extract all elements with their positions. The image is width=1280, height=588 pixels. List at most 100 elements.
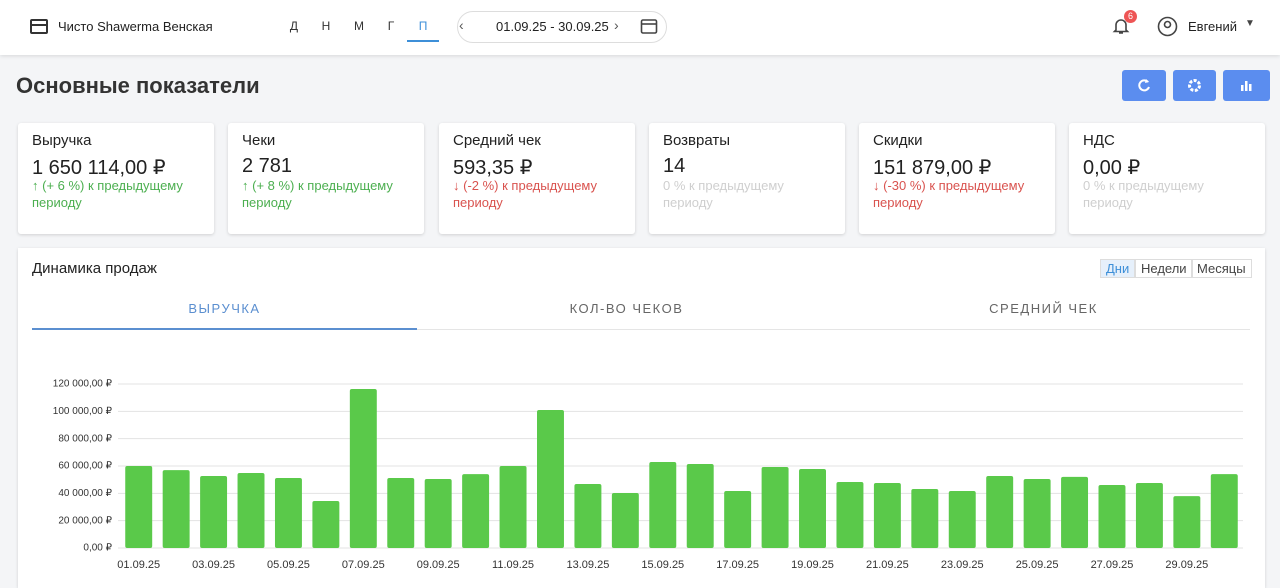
granularity-button[interactable]: Недели (1135, 259, 1193, 278)
refresh-button[interactable] (1122, 70, 1166, 101)
x-tick-label: 19.09.25 (791, 559, 834, 571)
caret[interactable]: ▼ (1245, 18, 1255, 29)
bar (1023, 478, 1051, 548)
bell-icon[interactable] (1112, 17, 1130, 35)
next-arrow[interactable]: › (614, 17, 619, 33)
chart: 0,00 ₽ 20 000,00 ₽ 40 000,00 ₽ 60 000,00 ₽ 8… (53, 379, 1243, 571)
date-picker[interactable] (457, 11, 667, 43)
bar (911, 488, 939, 548)
arrow: ↑ (242, 178, 253, 193)
x-tick-label: 05.09.25 (267, 559, 310, 571)
x-tick-label: 25.09.25 (1016, 559, 1059, 571)
x-tick-label: 27.09.25 (1091, 559, 1134, 571)
y-tick-label: 20 000,00 ₽ (58, 515, 112, 526)
settings-button[interactable] (1173, 70, 1216, 101)
x-tick-label: 21.09.25 (866, 559, 909, 571)
metric-tab[interactable]: КОЛ-ВО ЧЕКОВ (569, 301, 684, 316)
card-value: 593,35 ₽ (453, 157, 533, 179)
granularity-button[interactable]: Месяцы (1191, 259, 1252, 278)
period-tab[interactable]: Н (321, 19, 331, 33)
header (0, 0, 1280, 55)
chart-button[interactable] (1223, 70, 1270, 101)
kpi-card: Чеки 2 781 ↑ (+ 8 %) к предыдущему периоду (228, 123, 424, 234)
x-tick-label: 07.09.25 (342, 559, 385, 571)
bar (799, 469, 826, 548)
arrow: ↓ (873, 178, 884, 193)
tab-divider (32, 329, 1250, 330)
bar (349, 389, 377, 548)
card-title: Возвраты (663, 132, 731, 149)
y-tick-label: 40 000,00 ₽ (58, 488, 112, 499)
bar (387, 478, 415, 548)
y-tick-label: 100 000,00 ₽ (53, 406, 113, 417)
bar (1173, 496, 1201, 548)
bar (873, 482, 901, 548)
bar (312, 500, 340, 548)
card-value: 14 (663, 155, 686, 177)
x-tick-label: 29.09.25 (1165, 559, 1208, 571)
arrow: ↑ (32, 178, 43, 193)
user-icon[interactable] (1157, 16, 1178, 37)
bar (611, 493, 639, 548)
kpi-card: Возвраты 14 0 % к предыдущему периоду (649, 123, 845, 234)
card-value: 151 879,00 ₽ (873, 157, 992, 179)
section-title: Динамика продаж (32, 260, 157, 277)
store-name[interactable]: Чисто Shawerma Венская (58, 19, 213, 34)
bar (649, 462, 677, 548)
y-tick-label: 80 000,00 ₽ (58, 433, 112, 444)
granularity-button[interactable]: Дни (1100, 259, 1136, 278)
x-tick-label: 13.09.25 (567, 559, 610, 571)
period-tab[interactable]: Г (387, 19, 395, 33)
bar (462, 474, 490, 548)
bar (274, 478, 302, 548)
change-text: 0 % к предыдущему периоду (663, 178, 784, 210)
change-text: (-30 %) к предыдущему периоду (873, 178, 1025, 210)
x-tick-label: 17.09.25 (716, 559, 759, 571)
bar (1210, 474, 1238, 548)
x-tick-label: 15.09.25 (641, 559, 684, 571)
card-change: ↑ (+ 8 %) к предыдущему периоду (242, 177, 414, 211)
bar (499, 466, 527, 548)
y-tick-label: 60 000,00 ₽ (58, 461, 112, 472)
bar (948, 491, 976, 548)
calendar-icon[interactable] (640, 17, 658, 35)
arrow: ↓ (453, 178, 464, 193)
card-change: 0 % к предыдущему периоду (1083, 177, 1255, 211)
card-change: ↑ (+ 6 %) к предыдущему периоду (32, 177, 204, 211)
period-tab[interactable]: Д (289, 19, 299, 33)
card-value: 1 650 114,00 ₽ (32, 157, 166, 179)
y-tick-label: 0,00 ₽ (83, 543, 112, 554)
change-text: (+ 6 %) к предыдущему периоду (32, 178, 183, 210)
kpi-card: Средний чек 593,35 ₽ ↓ (-2 %) к предыдущем… (439, 123, 635, 234)
card-value: 2 781 (242, 155, 293, 177)
notification-badge: 6 (1124, 10, 1137, 23)
store-icon (30, 19, 48, 34)
bar (761, 466, 789, 548)
bar (162, 470, 190, 548)
bar (1098, 484, 1126, 548)
change-text: 0 % к предыдущему периоду (1083, 178, 1204, 210)
x-tick-label: 23.09.25 (941, 559, 984, 571)
user-name[interactable]: Евгений (1188, 19, 1237, 34)
period-tab[interactable]: П (407, 19, 439, 42)
metric-tab[interactable]: СРЕДНИЙ ЧЕК (989, 301, 1098, 316)
date-range[interactable]: 01.09.25 - 30.09.25 (496, 19, 609, 34)
bar (686, 463, 714, 548)
y-tick-label: 120 000,00 ₽ (53, 379, 113, 390)
x-tick-label: 09.09.25 (417, 559, 460, 571)
bar (125, 466, 153, 548)
kpi-card: НДС 0,00 ₽0 % к предыдущему периоду (1069, 123, 1265, 234)
bar (237, 472, 265, 548)
tab-indicator (32, 328, 417, 330)
bar (1061, 476, 1089, 548)
period-tab[interactable]: М (354, 19, 364, 33)
x-tick-label: 11.09.25 (492, 559, 534, 571)
metric-tab[interactable]: ВЫРУЧКА (188, 301, 261, 316)
card-title: НДС (1083, 132, 1115, 149)
bar (424, 478, 452, 548)
bar (836, 481, 864, 548)
x-tick-label: 03.09.25 (192, 559, 235, 571)
prev-arrow[interactable]: ‹ (459, 17, 464, 33)
bar (1135, 482, 1163, 548)
